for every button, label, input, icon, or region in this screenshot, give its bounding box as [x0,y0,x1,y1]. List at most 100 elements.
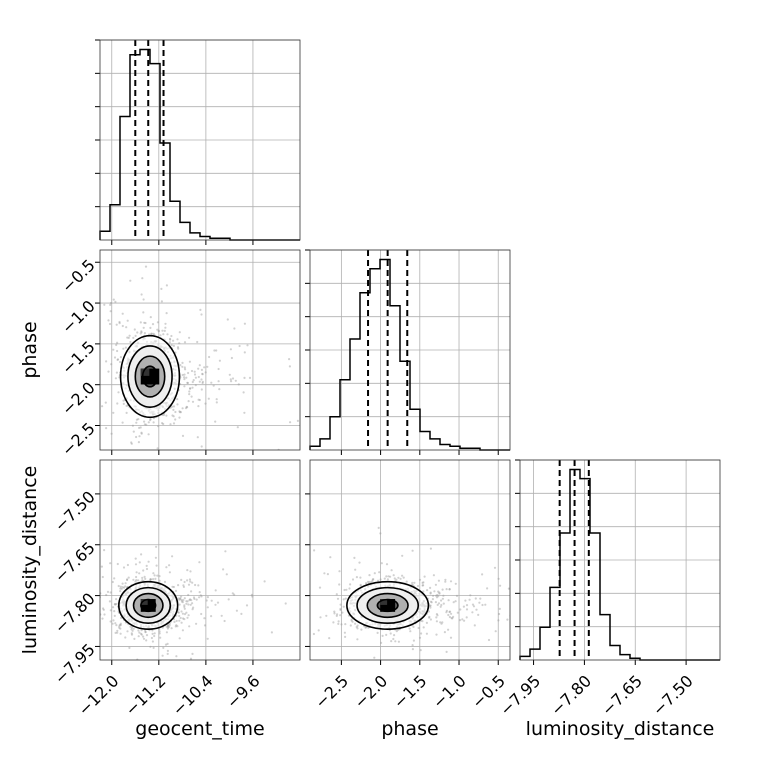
scatter-point [156,574,159,577]
scatter-point [381,669,383,671]
x-tick-label: −7.50 [649,671,697,719]
scatter-point [351,620,354,623]
scatter-point [142,298,145,301]
scatter-point [111,580,114,584]
scatter-point [140,330,143,333]
scatter-point [566,597,568,599]
scatter-point [107,370,110,373]
scatter-point [178,619,181,622]
scatter-point [110,432,113,435]
density-layer [293,526,568,671]
scatter-point [175,624,178,627]
scatter-point [145,567,149,571]
scatter-point [210,599,213,602]
scatter-point [94,379,96,381]
scatter-point [350,619,353,622]
scatter-point [203,366,206,369]
scatter-point [194,384,197,387]
scatter-point [434,583,437,586]
scatter-point [165,312,168,315]
scatter-point [437,590,440,593]
scatter-point [122,399,125,402]
scatter-point [199,308,202,311]
scatter-point [176,338,179,341]
scatter-point [103,549,106,552]
density-panel-geocent_time-phase: −2.5−2.0−1.5−1.0−0.5 [58,249,301,472]
scatter-point [293,575,295,577]
scatter-point [493,566,497,569]
scatter-point [196,340,199,344]
scatter-point [143,420,146,423]
scatter-point [140,293,143,296]
scatter-point [333,612,336,615]
scatter-point [455,594,459,598]
scatter-point [182,584,185,587]
y-axis-label-luminosity_distance: luminosity_distance [19,466,41,655]
scatter-point [101,575,104,579]
scatter-point [130,632,133,635]
scatter-point [364,626,367,629]
scatter-point [288,358,291,361]
scatter-point [201,380,204,383]
scatter-point [153,634,156,638]
scatter-point [171,414,174,417]
scatter-point [162,333,165,336]
scatter-point [223,619,226,623]
scatter-point [184,368,187,371]
contour-level [127,345,173,408]
y-tick-label: −7.65 [51,538,99,586]
scatter-point [415,667,417,669]
scatter-point [116,349,119,353]
scatter-point [126,563,129,567]
scatter-point [305,631,307,633]
scatter-point [130,441,133,444]
density-peak [140,599,148,605]
scatter-point [181,601,184,604]
scatter-point [339,603,342,606]
y-axis-label-phase: phase [19,321,41,378]
scatter-point [161,654,164,657]
scatter-point [444,580,447,583]
scatter-point [186,579,189,582]
scatter-point [413,581,416,584]
scatter-point [179,411,182,414]
scatter-point [164,322,167,325]
scatter-point [122,566,126,569]
scatter-point [113,356,117,359]
scatter-point [245,604,249,607]
scatter-point [191,380,194,384]
scatter-point [198,364,201,367]
scatter-point [200,313,203,316]
scatter-point [166,470,168,472]
scatter-point [132,578,135,581]
scatter-point [137,418,140,421]
scatter-point [199,594,202,597]
scatter-point [307,639,309,641]
scatter-point [191,652,194,656]
scatter-point [140,553,143,556]
histogram-panel-geocent_time [95,39,301,245]
scatter-point [110,363,113,366]
scatter-point [412,625,415,629]
scatter-point [171,585,174,588]
scatter-point [185,376,188,379]
scatter-point [475,608,478,611]
panel-frame [309,459,511,661]
scatter-point [122,402,125,405]
scatter-point [422,581,425,584]
contour-level [141,365,159,388]
scatter-point [124,636,127,639]
scatter-point [154,556,157,559]
scatter-point [450,617,453,620]
scatter-point [114,622,117,625]
scatter-point [116,629,119,632]
scatter-point [270,631,273,634]
scatter-point [205,599,208,602]
scatter-point [151,323,155,326]
scatter-point [135,421,138,424]
scatter-point [200,612,203,616]
scatter-point [121,312,124,315]
scatter-point [142,635,145,638]
contour-level [140,598,157,613]
scatter-point [188,336,191,339]
